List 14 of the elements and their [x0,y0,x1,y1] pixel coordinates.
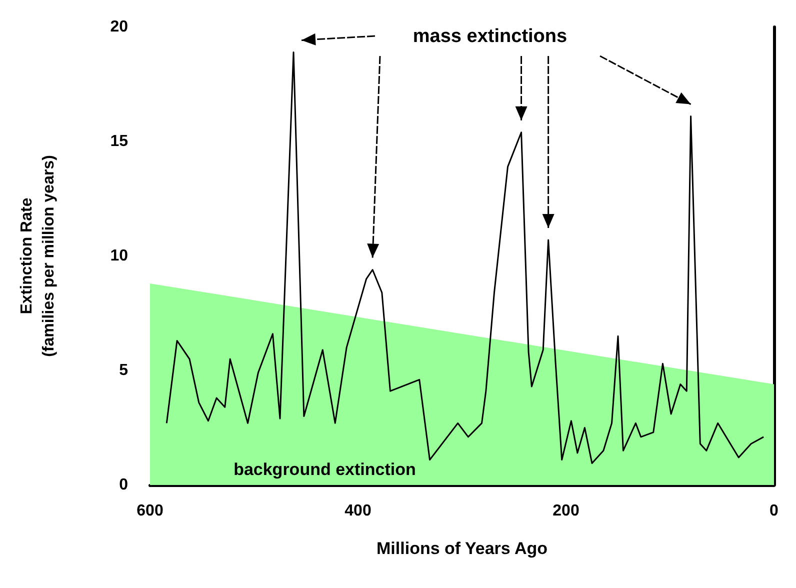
x-tick-label: 600 [136,502,164,520]
y-tick-label: 20 [110,18,128,36]
y-tick-label: 5 [119,362,128,379]
x-axis-title: Millions of Years Ago [376,539,548,558]
annotation: mass extinctions [412,26,568,47]
y-axis-title: Extinction Rate (families per million years) [18,155,58,357]
x-tick-label: 200 [552,502,580,520]
x-tick-label: 0 [770,502,779,520]
series-label: background extinction [234,460,416,479]
y-tick-label: 15 [110,133,128,150]
y-tick-label: 10 [110,248,128,264]
x-tick-label: 400 [344,502,372,520]
y-tick-label: 0 [119,476,128,494]
line-series [166,51,764,464]
